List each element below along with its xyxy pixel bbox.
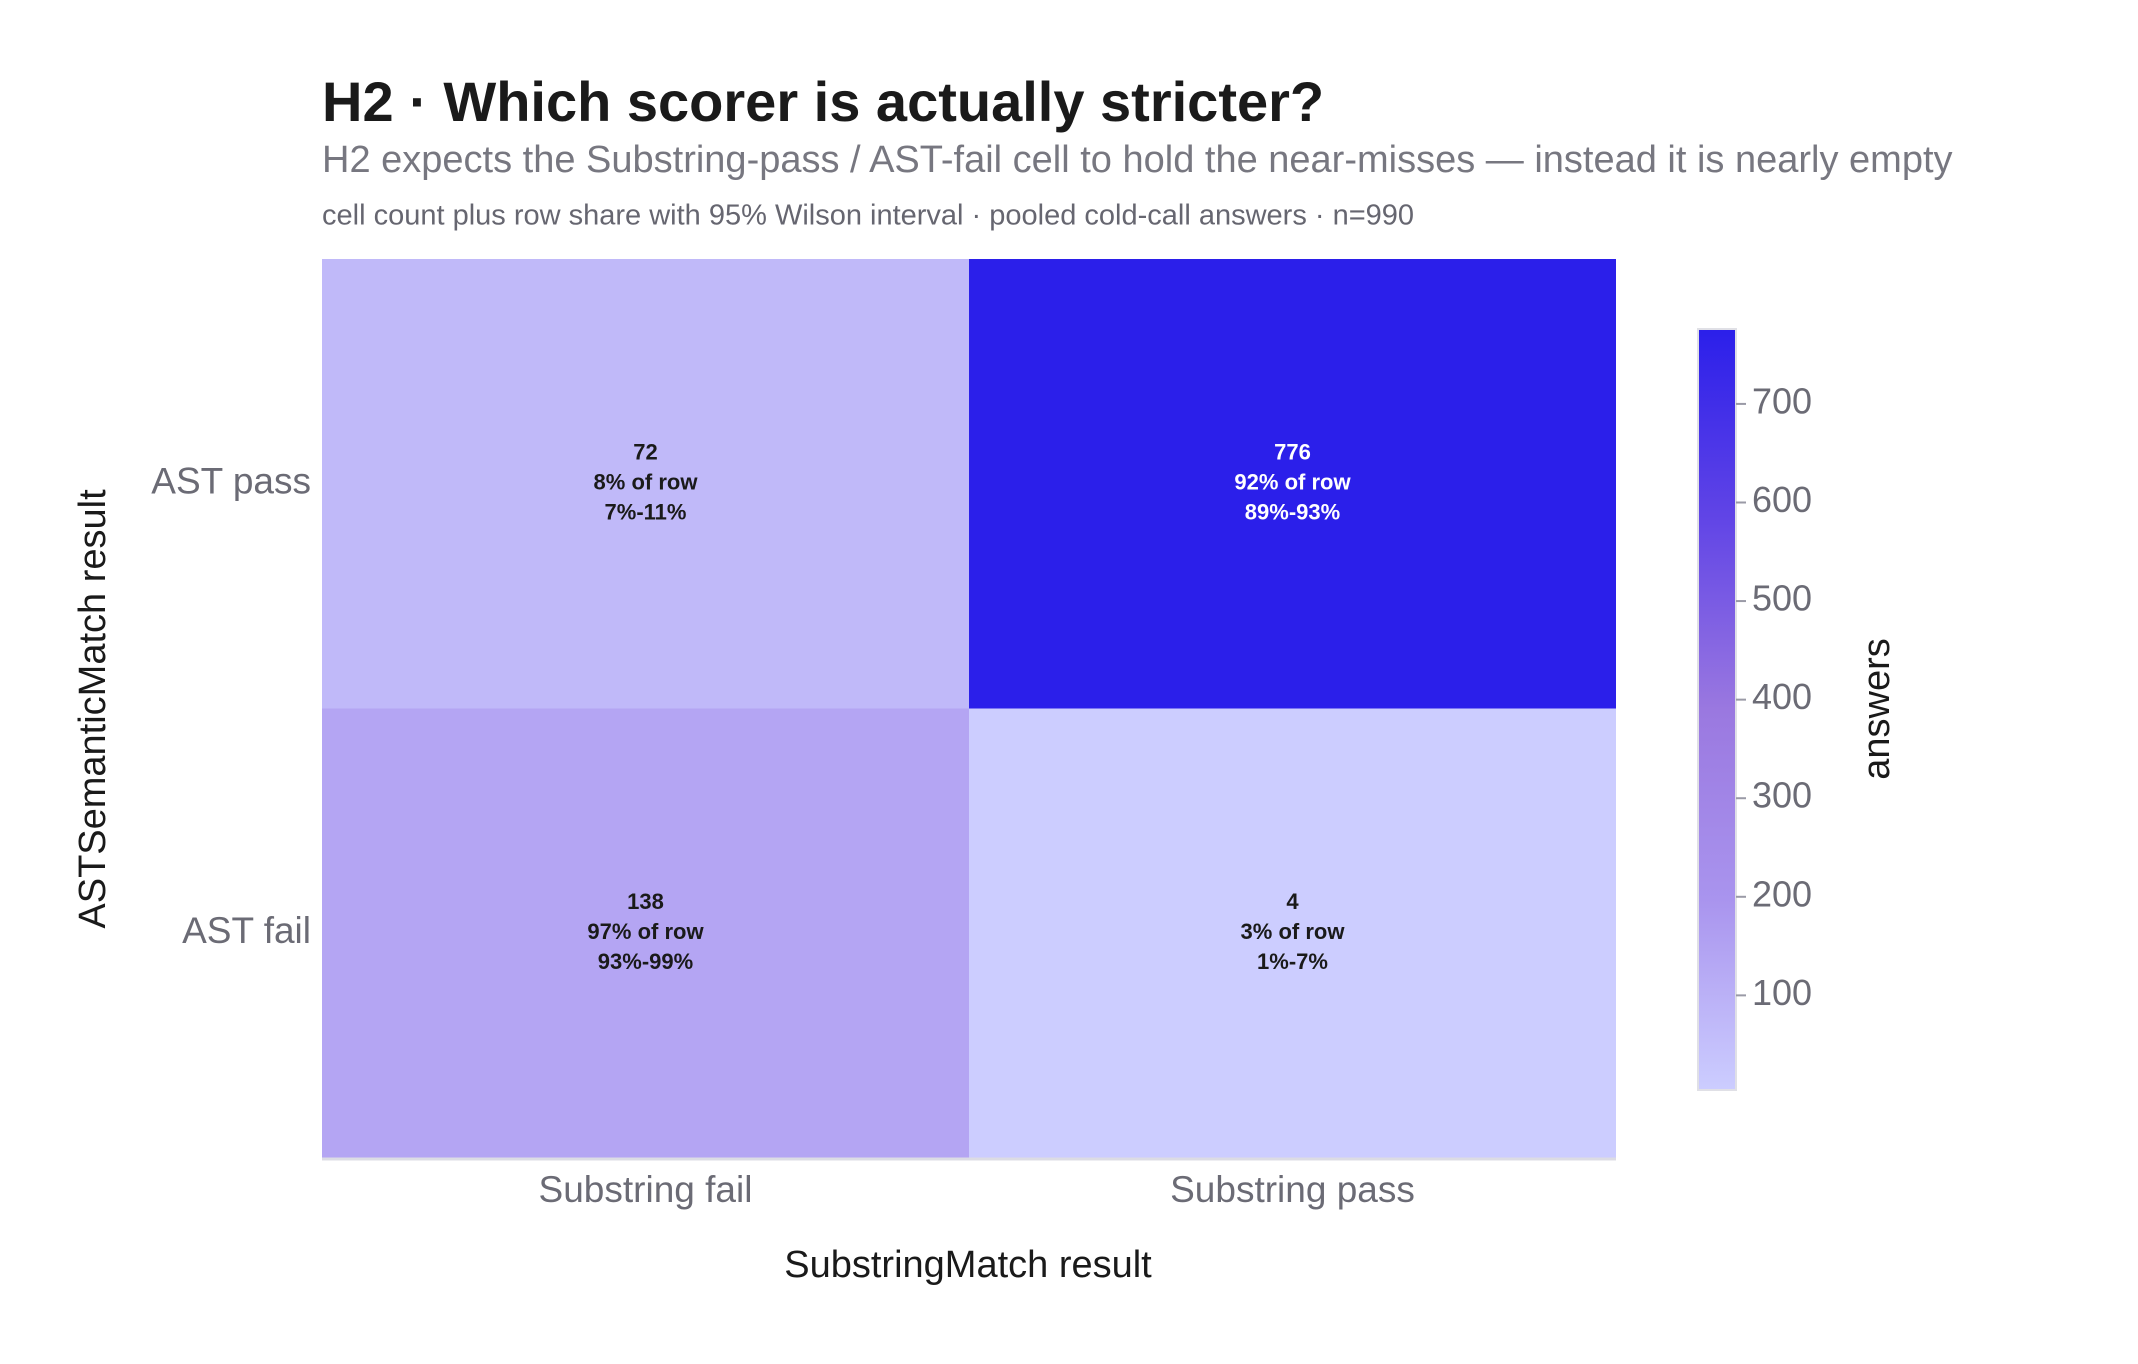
chart-title: H2 · Which scorer is actually stricter? [322,70,1324,133]
chart-note: cell count plus row share with 95% Wilso… [322,200,1414,232]
cell-interval: 93%-99% [598,949,693,974]
heatmap-cell [969,259,1616,709]
heatmap-cell [322,708,969,1158]
y-axis-title: ASTSemanticMatch result [72,489,114,929]
colorbar-tick-label: 600 [1752,479,1812,520]
y-tick-label: AST fail [182,910,311,951]
x-axis-title: SubstringMatch result [784,1244,1152,1286]
x-tick-label: Substring pass [1170,1169,1415,1210]
cell-count: 4 [1286,889,1299,914]
heatmap-cell [322,259,969,709]
chart-subtitle: H2 expects the Substring-pass / AST-fail… [322,139,1953,181]
y-tick-label: AST pass [151,461,311,502]
colorbar-tick-label: 500 [1752,578,1812,619]
cell-interval: 7%-11% [605,500,687,525]
colorbar-tick-label: 200 [1752,873,1812,914]
colorbar-tick-label: 300 [1752,775,1812,816]
colorbar-tick-label: 100 [1752,972,1812,1013]
cell-row-share: 97% of row [587,919,704,944]
cell-row-share: 3% of row [1241,919,1346,944]
cell-count: 138 [627,889,664,914]
colorbar-title: answers [1856,638,1898,780]
x-tick-label: Substring fail [539,1169,753,1210]
colorbar-tick-label: 700 [1752,380,1812,421]
cell-interval: 89%-93% [1245,500,1340,525]
cell-interval: 1%-7% [1257,949,1328,974]
heatmap-cell [969,708,1616,1158]
cell-row-share: 8% of row [594,470,699,495]
cell-count: 776 [1274,440,1311,465]
cell-row-share: 92% of row [1234,470,1351,495]
colorbar [1697,328,1737,1091]
colorbar-tick-label: 400 [1752,676,1812,717]
cell-count: 72 [633,440,657,465]
